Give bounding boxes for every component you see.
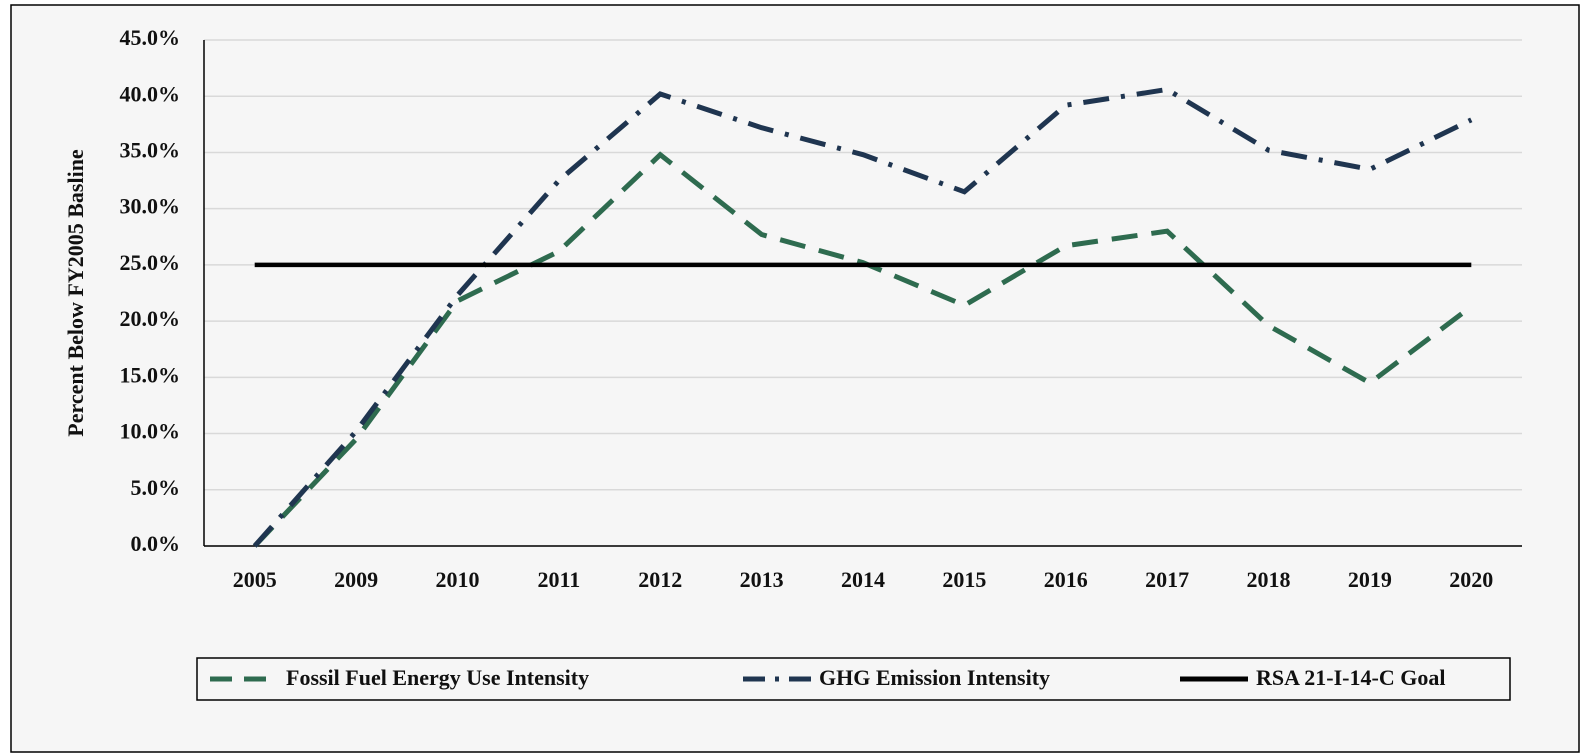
y-tick-label: 5.0%: [131, 475, 181, 500]
y-tick-label: 20.0%: [120, 306, 181, 331]
x-tick-label: 2005: [233, 567, 277, 592]
y-tick-label: 40.0%: [120, 81, 181, 106]
x-tick-label: 2012: [638, 567, 682, 592]
legend-label: GHG Emission Intensity: [819, 665, 1050, 690]
chart-frame: [10, 4, 1580, 753]
legend-box: [196, 657, 1511, 701]
y-tick-label: 30.0%: [120, 194, 181, 219]
x-tick-label: 2016: [1044, 567, 1088, 592]
x-tick-label: 2019: [1348, 567, 1392, 592]
legend-label: Fossil Fuel Energy Use Intensity: [286, 665, 589, 690]
x-tick-label: 2010: [435, 567, 479, 592]
y-tick-label: 35.0%: [120, 137, 181, 162]
x-tick-label: 2017: [1145, 567, 1189, 592]
x-tick-label: 2009: [334, 567, 378, 592]
y-tick-label: 0.0%: [131, 531, 181, 556]
y-axis-title: Percent Below FY2005 Basline: [63, 149, 88, 437]
x-tick-label: 2011: [537, 567, 580, 592]
y-tick-label: 10.0%: [120, 419, 181, 444]
series-line: [252, 86, 1473, 548]
legend-label: RSA 21-I-14-C Goal: [1256, 665, 1445, 690]
y-tick-label: 15.0%: [120, 362, 181, 387]
x-tick-label: 2018: [1247, 567, 1291, 592]
x-tick-label: 2014: [841, 567, 885, 592]
x-tick-label: 2015: [942, 567, 986, 592]
x-tick-label: 2020: [1449, 567, 1493, 592]
y-tick-label: 25.0%: [120, 250, 181, 275]
x-tick-label: 2013: [740, 567, 784, 592]
y-tick-label: 45.0%: [120, 25, 181, 50]
